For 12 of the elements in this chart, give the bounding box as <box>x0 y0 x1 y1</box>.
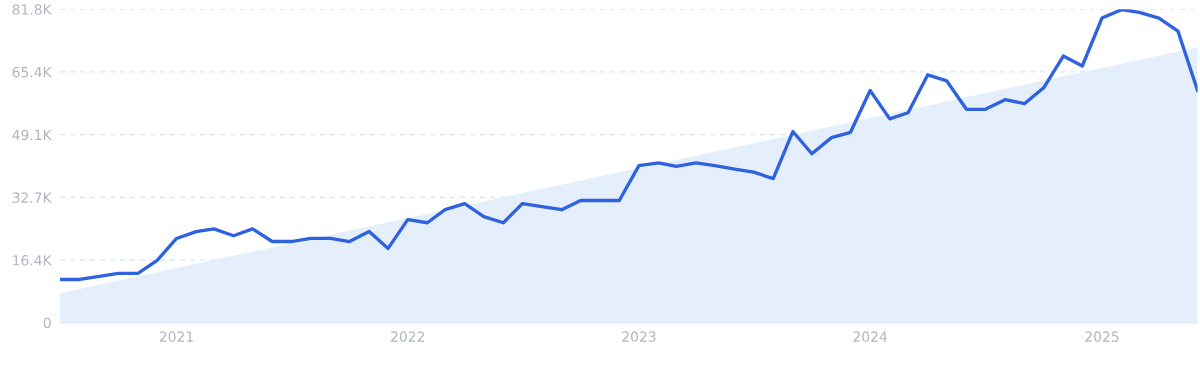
y-tick-label: 81.8K <box>12 4 52 15</box>
line-series <box>60 9 1198 282</box>
y-tick-label: 32.7K <box>12 192 52 203</box>
y-tick-label: 65.4K <box>12 66 52 78</box>
x-tick-label: 2022 <box>391 331 425 342</box>
x-tick-label: 2025 <box>1085 331 1119 342</box>
x-tick-label: 2021 <box>159 331 193 342</box>
y-tick-label: 0 <box>43 317 51 329</box>
x-tick-label: 2023 <box>622 331 656 342</box>
y-tick-label: 16.4K <box>13 255 52 266</box>
x-tick-label: 2024 <box>853 331 888 342</box>
y-tick-label: 49.1K <box>12 129 52 141</box>
